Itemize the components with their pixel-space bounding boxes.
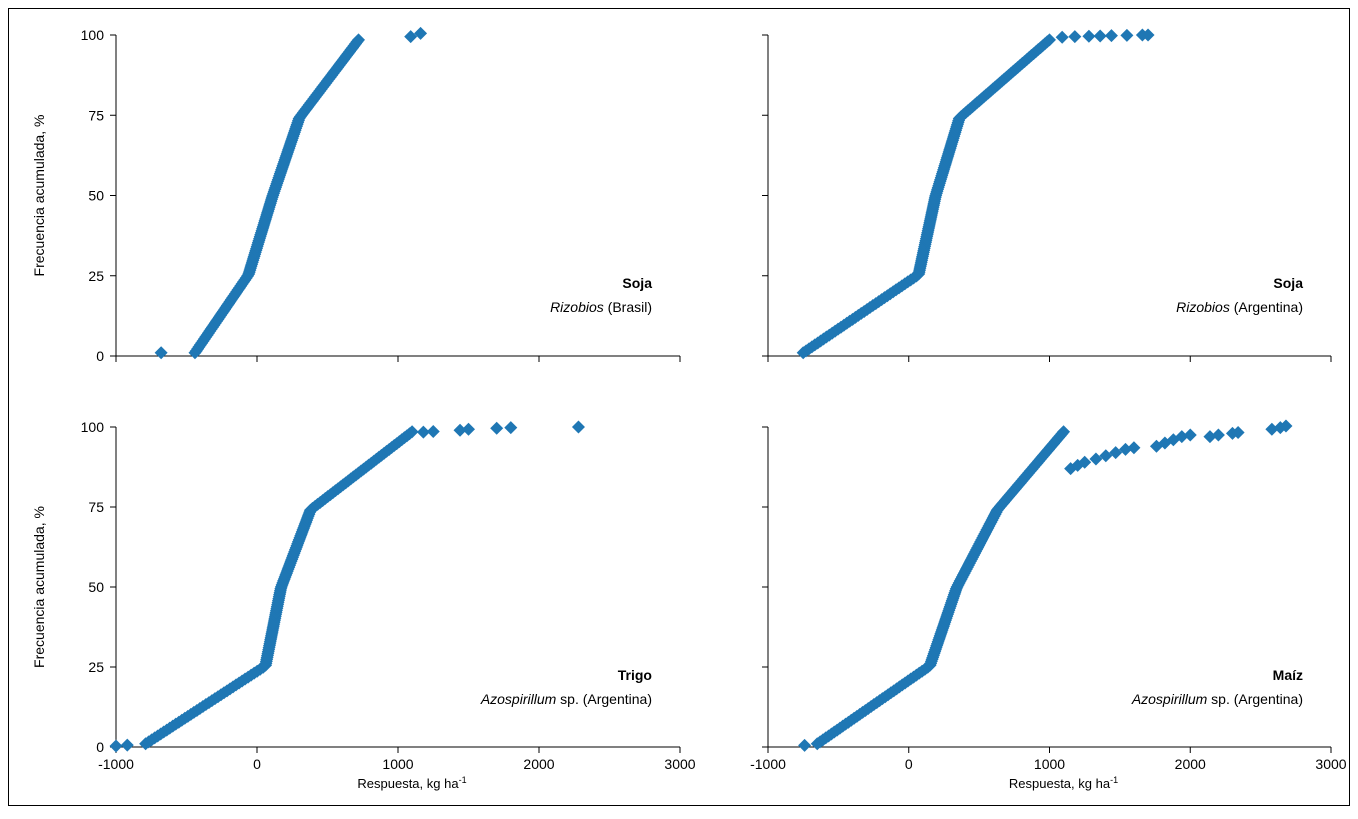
data-point: [1043, 33, 1056, 47]
x-tick-label: 0: [253, 756, 261, 772]
y-tick-label: 100: [81, 27, 105, 43]
data-point: [109, 739, 123, 753]
x-tick-label: 2000: [1175, 756, 1206, 772]
y-axis-label: Frecuencia acumulada, %: [31, 506, 47, 668]
y-tick-label: 0: [96, 348, 104, 364]
data-point: [1093, 29, 1107, 43]
panel-title: Soja: [1273, 275, 1303, 291]
panel-subtitle: Rizobios (Brasil): [550, 299, 652, 315]
x-tick-label: 0: [905, 756, 913, 772]
data-point: [405, 425, 419, 439]
data-point: [1127, 441, 1141, 455]
x-tick-label: 3000: [1315, 756, 1346, 772]
data-point: [1068, 30, 1082, 44]
data-point: [154, 346, 168, 360]
y-tick-label: 0: [96, 739, 104, 755]
panel-subtitle: Rizobios (Argentina): [1176, 299, 1303, 315]
y-tick-label: 25: [88, 659, 104, 675]
panel-subtitle: Azospirillum sp. (Argentina): [1131, 691, 1303, 707]
x-tick-label: -1000: [98, 756, 134, 772]
data-point: [1119, 442, 1133, 456]
data-point: [414, 26, 428, 40]
x-tick-label: -1000: [750, 756, 786, 772]
data-point: [1099, 449, 1113, 463]
data-point: [404, 30, 418, 44]
data-point: [462, 422, 475, 436]
data-point: [1231, 425, 1245, 439]
y-tick-label: 75: [88, 107, 104, 123]
data-point: [1141, 28, 1155, 42]
x-tick-label: 2000: [523, 756, 554, 772]
data-point: [571, 420, 585, 434]
data-point: [1057, 425, 1071, 439]
data-point: [1104, 29, 1118, 43]
data-point: [1175, 430, 1189, 444]
data-point: [1082, 29, 1096, 43]
data-point: [1055, 30, 1069, 44]
y-tick-label: 75: [88, 499, 104, 515]
y-axis-label: Frecuencia acumulada, %: [31, 115, 47, 277]
data-point: [504, 421, 518, 435]
data-point: [120, 738, 134, 752]
panel-title: Trigo: [618, 667, 652, 683]
x-tick-label: 3000: [664, 756, 695, 772]
x-axis-label: Respuesta, kg ha-1: [1009, 775, 1118, 791]
data-point: [1203, 430, 1217, 444]
data-point: [1109, 446, 1123, 460]
data-point: [1078, 455, 1092, 469]
x-axis-label: Respuesta, kg ha-1: [357, 775, 466, 791]
x-tick-label: 1000: [1034, 756, 1065, 772]
data-point: [1089, 452, 1103, 466]
data-point: [426, 424, 440, 438]
data-point: [490, 421, 504, 435]
panel-title: Maíz: [1273, 667, 1303, 683]
y-tick-label: 50: [88, 579, 104, 595]
data-point: [1183, 428, 1197, 442]
y-tick-label: 100: [81, 419, 105, 435]
data-point: [1279, 419, 1293, 433]
y-tick-label: 50: [88, 188, 104, 204]
figure-frame: [8, 8, 1350, 806]
data-point: [1120, 28, 1134, 42]
data-point: [1211, 428, 1225, 442]
x-tick-label: 1000: [382, 756, 413, 772]
data-point: [1265, 422, 1279, 436]
panel-subtitle: Azospirillum sp. (Argentina): [480, 691, 652, 707]
data-point: [416, 425, 430, 439]
data-point: [453, 423, 467, 437]
panel-title: Soja: [622, 275, 652, 291]
data-point: [352, 33, 366, 47]
data-point: [798, 738, 812, 752]
y-tick-label: 25: [88, 268, 104, 284]
